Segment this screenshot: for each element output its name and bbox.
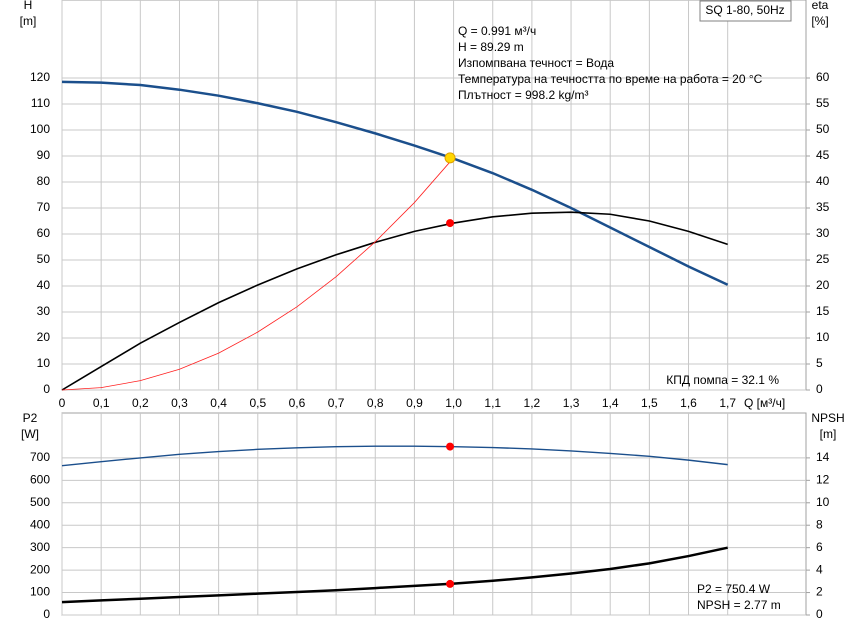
y2-tick-label: 25 [816, 252, 830, 266]
curve [61, 157, 454, 391]
y2-tick-label: 14 [816, 450, 830, 464]
y-tick-label: 120 [30, 70, 50, 84]
y-tick-label: 500 [30, 495, 50, 509]
y-tick-label: 30 [37, 304, 51, 318]
efficiency-note: КПД помпа = 32.1 % [666, 373, 779, 387]
annotation: Плътност = 998.2 kg/m³ [458, 88, 588, 102]
x-tick-label: 0,2 [132, 396, 149, 410]
y2-tick-label: 10 [816, 495, 830, 509]
y-tick-label: 70 [37, 200, 51, 214]
y2-tick-label: 60 [816, 70, 830, 84]
y2-axis-title: [%] [811, 14, 828, 28]
curve [61, 445, 728, 467]
y2-tick-label: 6 [816, 540, 823, 554]
y-tick-label: 60 [37, 226, 51, 240]
operating-point [444, 152, 456, 164]
y2-tick-label: 15 [816, 304, 830, 318]
x-tick-label: 1,0 [445, 396, 462, 410]
y-tick-label: 600 [30, 473, 50, 487]
y-tick-label: 100 [30, 585, 50, 599]
y-tick-label: 20 [37, 330, 51, 344]
y2-tick-label: 40 [816, 174, 830, 188]
y2-tick-label: 0 [816, 607, 823, 621]
annotation: Температура на течността по време на раб… [458, 72, 763, 86]
y-tick-label: 10 [37, 356, 51, 370]
y2-axis-title: NPSH [811, 411, 844, 425]
y-tick-label: 90 [37, 148, 51, 162]
y-tick-label: 100 [30, 122, 50, 136]
label-box [699, 0, 792, 22]
y-tick-label: 80 [37, 174, 51, 188]
y2-tick-label: 0 [816, 382, 823, 396]
y2-tick-label: 10 [816, 330, 830, 344]
annotation: Q = 0.991 м³/ч [458, 24, 536, 38]
x-tick-label: 1,3 [563, 396, 580, 410]
y2-tick-label: 2 [816, 585, 823, 599]
y-tick-label: 0 [43, 607, 50, 621]
operating-point [446, 442, 455, 451]
y2-tick-label: 8 [816, 517, 823, 531]
x-tick-label: 0,1 [93, 396, 110, 410]
y-axis-title: [W] [21, 427, 39, 441]
y2-tick-label: 12 [816, 473, 830, 487]
x-tick-label: 1,6 [680, 396, 697, 410]
y2-tick-label: 55 [816, 96, 830, 110]
curve [61, 546, 728, 604]
y-axis-title: [m] [20, 14, 37, 28]
y-tick-label: 0 [43, 382, 50, 396]
x-tick-label: 1,2 [524, 396, 541, 410]
x-axis-title: Q [м³/ч] [744, 396, 785, 410]
y2-tick-label: 50 [816, 122, 830, 136]
y-tick-label: 40 [37, 278, 51, 292]
x-tick-label: 1,4 [602, 396, 619, 410]
y2-tick-label: 35 [816, 200, 830, 214]
y-axis-title: P2 [23, 411, 38, 425]
x-tick-label: 1,5 [641, 396, 658, 410]
curve [61, 80, 729, 286]
y2-tick-label: 20 [816, 278, 830, 292]
x-tick-label: 0,6 [289, 396, 306, 410]
operating-point [446, 579, 455, 588]
y-axis-title: H [24, 0, 33, 12]
y2-tick-label: 5 [816, 356, 823, 370]
y2-axis-title: [m] [820, 427, 837, 441]
annotation: H = 89.29 m [458, 40, 524, 54]
operating-point [446, 219, 455, 228]
y-tick-label: 300 [30, 540, 50, 554]
y-tick-label: 50 [37, 252, 51, 266]
x-tick-label: 1,1 [484, 396, 501, 410]
plot-frame [61, 0, 807, 391]
x-tick-label: 0,3 [171, 396, 188, 410]
annotation: NPSH = 2.77 m [697, 598, 781, 612]
x-tick-label: 1,7 [719, 396, 736, 410]
curve [61, 211, 728, 391]
x-tick-label: 0 [59, 396, 66, 410]
annotation: P2 = 750.4 W [697, 582, 771, 596]
annotation: Изпомпвана течност = Вода [458, 56, 614, 70]
y2-tick-label: 30 [816, 226, 830, 240]
x-tick-label: 0,8 [367, 396, 384, 410]
box-label: SQ 1-80, 50Hz [705, 3, 784, 17]
y2-tick-label: 45 [816, 148, 830, 162]
x-tick-label: 0,7 [328, 396, 345, 410]
y2-axis-title: eta [812, 0, 829, 12]
x-tick-label: 0,4 [210, 396, 227, 410]
y-tick-label: 110 [31, 96, 50, 110]
y-tick-label: 400 [30, 517, 50, 531]
y-tick-label: 700 [30, 450, 50, 464]
x-tick-label: 0,5 [249, 396, 266, 410]
y2-tick-label: 4 [816, 562, 823, 576]
x-tick-label: 0,9 [406, 396, 423, 410]
y-tick-label: 200 [30, 562, 50, 576]
